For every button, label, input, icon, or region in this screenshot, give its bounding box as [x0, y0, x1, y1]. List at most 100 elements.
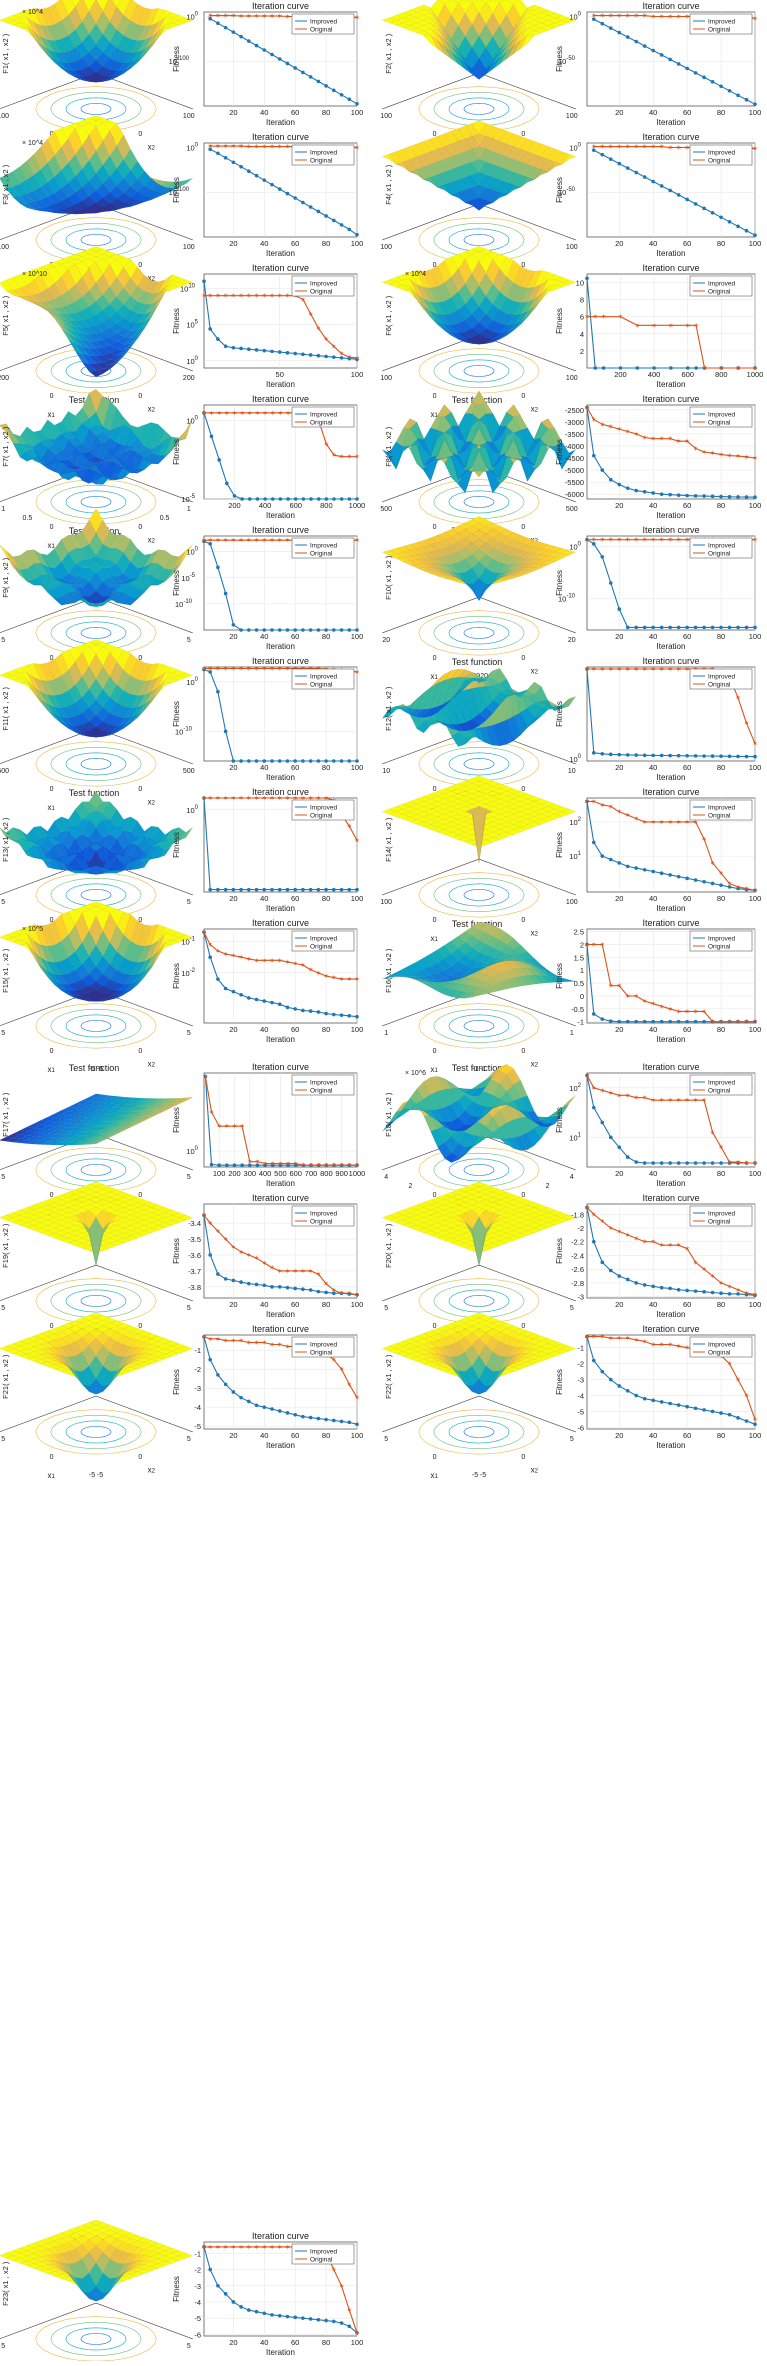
improved-point: [208, 327, 212, 331]
improved-point: [617, 607, 621, 611]
improved-point: [651, 626, 655, 630]
contour-ring: [419, 349, 539, 394]
x-tick-label: 100: [351, 894, 364, 903]
improved-point: [309, 888, 313, 892]
y-axis-label: Fitness: [172, 177, 181, 203]
y-tick-label: -4500: [565, 454, 584, 463]
x-tick-label: 100: [213, 1169, 226, 1178]
improved-point: [224, 888, 228, 892]
original-point: ✶: [701, 449, 707, 457]
contour-ring: [449, 753, 509, 775]
improved-point: [240, 497, 244, 501]
original-point: ✶: [676, 438, 682, 446]
improved-point: [247, 347, 251, 351]
improved-point: [745, 98, 749, 102]
y-axis-label: Fitness: [172, 439, 181, 465]
improved-point: [301, 201, 305, 205]
x-tick-label: 200: [228, 1169, 241, 1178]
y-tick-label: -1: [577, 1018, 584, 1027]
improved-point: [293, 628, 297, 632]
original-point: ✶: [752, 1018, 758, 1026]
original-point: ✶: [223, 143, 229, 151]
improved-point: [677, 754, 681, 758]
improved-point: [239, 993, 243, 997]
x-axis-label: Iteration: [657, 249, 686, 258]
y-tick-label: 10-10: [175, 599, 193, 609]
improved-point: [347, 888, 351, 892]
improved-point: [270, 628, 274, 632]
improved-point: [660, 492, 664, 496]
original-point: ✶: [744, 885, 750, 893]
original-point: ✶: [599, 143, 605, 151]
original-point: ✶: [616, 982, 622, 990]
improved-point: [301, 759, 305, 763]
improved-point: [309, 759, 313, 763]
improved-point: [232, 346, 236, 350]
improved-point: [255, 348, 259, 352]
improved-point: [685, 1020, 689, 1024]
improved-point: [293, 1007, 297, 1011]
improved-point: [719, 626, 723, 630]
original-point: ✶: [300, 962, 306, 970]
y-tick-label: 10-5: [181, 494, 195, 504]
improved-point: [294, 497, 298, 501]
improved-point: [247, 628, 251, 632]
axis-x1: [479, 73, 576, 109]
surface-zlabel: F7( x1 , x2 ): [1, 426, 10, 467]
x-axis-label: Iteration: [266, 1035, 295, 1044]
improved-point: [600, 468, 604, 472]
improved-point: [232, 990, 236, 994]
improved-point: [232, 759, 236, 763]
x-tick-label: 400: [648, 370, 661, 379]
improved-point: [677, 493, 681, 497]
contour-ring: [449, 622, 509, 644]
x1-axis-label: x1: [431, 1065, 439, 1074]
x-tick-label: 20: [229, 894, 237, 903]
y-axis-label: Fitness: [172, 46, 181, 72]
improved-point: [651, 180, 655, 184]
axis-x2: [382, 204, 479, 240]
improved-point: [340, 93, 344, 97]
original-point: ✶: [633, 992, 639, 1000]
x-tick-label: 80: [717, 894, 725, 903]
original-point: ✶: [315, 325, 321, 333]
contour-ring: [449, 98, 509, 120]
chart-title: Iteration curve: [642, 132, 699, 142]
original-point: ✶: [608, 536, 614, 544]
contour-ring: [464, 234, 494, 245]
original-point: ✶: [354, 14, 360, 22]
improved-point: [239, 759, 243, 763]
original-point: ✶: [701, 1008, 707, 1016]
original-point: ✶: [650, 1000, 656, 1008]
original-point: ✶: [285, 795, 291, 803]
improved-point: [355, 759, 359, 763]
contour-ring: [81, 234, 111, 245]
legend-label-original: Original: [310, 944, 333, 951]
improved-point: [210, 435, 214, 439]
improved-point: [719, 216, 723, 220]
x-axis-label: Iteration: [657, 118, 686, 127]
surface-zlabel: F9( x1 , x2 ): [1, 557, 10, 598]
x-tick-label: 80: [717, 632, 725, 641]
chart-title: Iteration curve: [642, 656, 699, 666]
x-tick-label: 600: [289, 501, 302, 510]
contour-ring: [419, 611, 539, 656]
y-axis-label: Fitness: [555, 308, 564, 334]
chart-title: Iteration curve: [252, 656, 309, 666]
legend-label-improved: Improved: [310, 543, 337, 550]
x1-tick-label: 5: [1, 899, 5, 906]
x2-tick-label: 5: [187, 899, 191, 906]
original-point: ✶: [601, 313, 607, 321]
improved-point: [617, 483, 621, 487]
x-tick-label: 100: [749, 239, 762, 248]
original-point: ✶: [215, 665, 221, 673]
improved-point: [702, 626, 706, 630]
improved-point: [355, 102, 359, 106]
improved-point: [247, 996, 251, 1000]
improved-point: [239, 35, 243, 39]
